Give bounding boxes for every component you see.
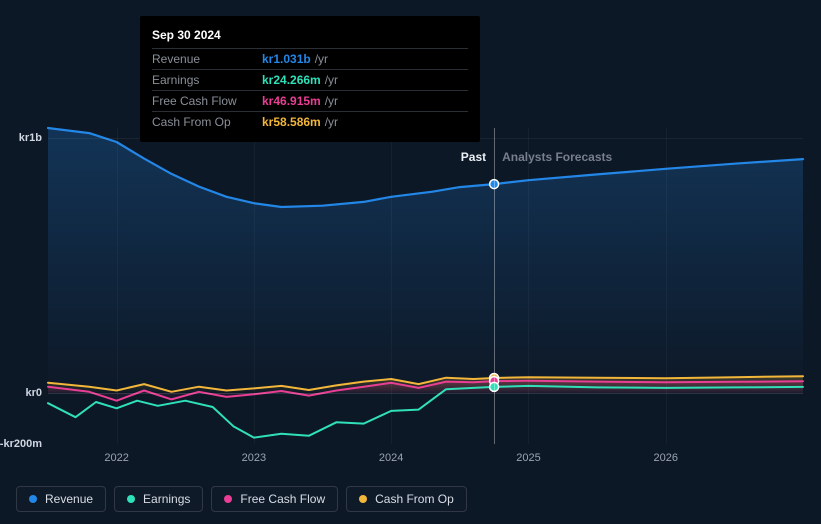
past-region: Past <box>48 128 494 444</box>
tooltip-row-unit: /yr <box>325 115 338 129</box>
chart-legend: Revenue Earnings Free Cash Flow Cash From O… <box>16 486 467 512</box>
forecast-region: Analysts Forecasts <box>494 128 803 444</box>
past-label: Past <box>461 150 494 164</box>
x-tick-label: 2024 <box>379 444 403 464</box>
legend-item-revenue[interactable]: Revenue <box>16 486 106 512</box>
legend-item-fcf[interactable]: Free Cash Flow <box>211 486 338 512</box>
legend-item-earnings[interactable]: Earnings <box>114 486 203 512</box>
tooltip-date: Sep 30 2024 <box>152 24 468 48</box>
legend-label: Free Cash Flow <box>240 492 325 506</box>
tooltip-row-value: kr46.915m <box>262 94 321 108</box>
legend-label: Cash From Op <box>375 492 454 506</box>
x-tick-label: 2025 <box>516 444 540 464</box>
forecast-label: Analysts Forecasts <box>494 150 612 164</box>
financial-forecast-chart: Sep 30 2024 Revenuekr1.031b/yrEarningskr… <box>0 0 821 524</box>
tooltip-row-value: kr24.266m <box>262 73 321 87</box>
tooltip-row-unit: /yr <box>325 94 338 108</box>
y-tick-label: kr0 <box>25 387 48 399</box>
tooltip-row-unit: /yr <box>315 52 328 66</box>
legend-label: Revenue <box>45 492 93 506</box>
legend-dot-icon <box>359 495 367 503</box>
x-tick-label: 2026 <box>653 444 677 464</box>
y-tick-label: -kr200m <box>0 438 48 450</box>
legend-dot-icon <box>127 495 135 503</box>
x-tick-label: 2023 <box>242 444 266 464</box>
legend-dot-icon <box>29 495 37 503</box>
tooltip-row-value: kr58.586m <box>262 115 321 129</box>
tooltip-row-0: Revenuekr1.031b/yr <box>152 48 468 69</box>
legend-dot-icon <box>224 495 232 503</box>
legend-item-cfo[interactable]: Cash From Op <box>346 486 467 512</box>
x-tick-label: 2022 <box>104 444 128 464</box>
tooltip-row-3: Cash From Opkr58.586m/yr <box>152 111 468 132</box>
y-tick-label: kr1b <box>19 132 48 144</box>
tooltip-row-2: Free Cash Flowkr46.915m/yr <box>152 90 468 111</box>
tooltip-row-label: Earnings <box>152 73 262 87</box>
tooltip-row-1: Earningskr24.266m/yr <box>152 69 468 90</box>
plot-area[interactable]: 20222023202420252026-kr200mkr0kr1bPastAn… <box>48 128 803 444</box>
tooltip-row-label: Free Cash Flow <box>152 94 262 108</box>
tooltip-row-unit: /yr <box>325 73 338 87</box>
tooltip-row-label: Cash From Op <box>152 115 262 129</box>
tooltip-row-label: Revenue <box>152 52 262 66</box>
tooltip-row-value: kr1.031b <box>262 52 311 66</box>
chart-tooltip: Sep 30 2024 Revenuekr1.031b/yrEarningskr… <box>140 16 480 142</box>
legend-label: Earnings <box>143 492 190 506</box>
